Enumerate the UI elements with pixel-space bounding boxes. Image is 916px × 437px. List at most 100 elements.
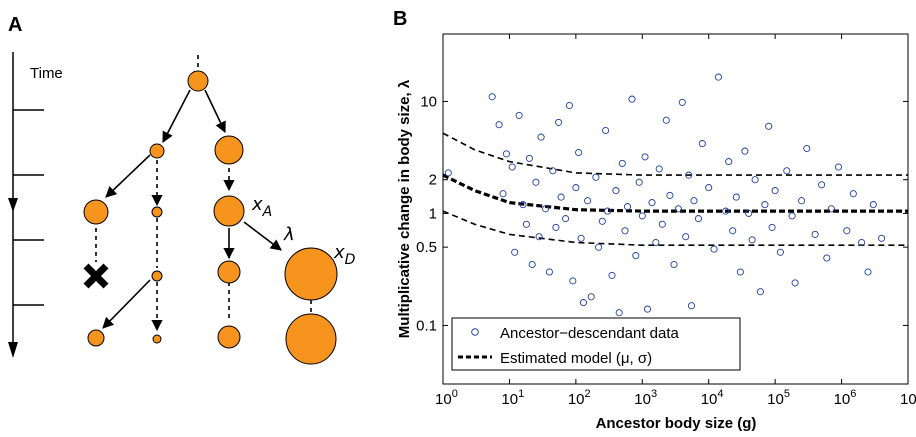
edge: [204, 89, 226, 134]
data-point: [818, 181, 826, 189]
data-point: [725, 158, 733, 166]
data-point: [532, 178, 540, 186]
data-point: [592, 173, 600, 181]
ancestor-node: [213, 195, 245, 227]
legend: Ancestor−descendant data Estimated model…: [451, 317, 741, 371]
model-line-upper: [442, 132, 908, 176]
tree-node: [83, 199, 109, 225]
data-point: [682, 233, 690, 241]
data-point: [869, 201, 877, 209]
data-point: [528, 260, 536, 269]
data-point: [579, 299, 587, 307]
root-node: [187, 70, 209, 92]
data-point: [604, 207, 612, 215]
data-point: [729, 227, 737, 235]
data-point: [765, 122, 773, 130]
data-point: [595, 243, 603, 251]
data-point: [648, 199, 656, 207]
data-point: [736, 268, 744, 276]
data-point: [685, 171, 693, 179]
time-arrow-end: [8, 342, 18, 358]
data-point: [771, 187, 779, 195]
data-point: [612, 187, 620, 195]
data-point: [621, 227, 629, 235]
data-point: [678, 98, 686, 106]
data-point: [858, 238, 866, 247]
time-label: Time: [30, 65, 63, 82]
x-tick-label: 103: [634, 388, 657, 408]
data-point: [827, 205, 835, 213]
x-tick-label: 102: [568, 388, 591, 408]
data-point: [557, 193, 565, 201]
data-point: [662, 116, 670, 124]
x-d-label: xD: [333, 242, 356, 268]
edge: [102, 279, 151, 329]
tree-node: [217, 325, 241, 349]
data-point: [575, 148, 583, 157]
x-tick-label: 107: [900, 388, 916, 408]
data-point: [511, 248, 519, 256]
data-point: [687, 302, 696, 310]
data-point: [741, 147, 749, 155]
model-line-lower: [442, 210, 908, 246]
data-point: [502, 150, 510, 158]
edge: [105, 154, 151, 198]
data-point: [670, 260, 678, 269]
x-tick-label: 100: [435, 388, 458, 408]
data-point: [618, 159, 626, 167]
data-point: [694, 215, 702, 223]
data-point: [658, 220, 666, 228]
data-point: [508, 163, 516, 171]
data-point: [598, 217, 606, 225]
data-point: [552, 223, 560, 231]
data-point: [690, 197, 698, 205]
data-point: [608, 271, 616, 279]
data-point: [776, 248, 784, 256]
edge: [162, 89, 191, 143]
data-point: [565, 101, 573, 110]
data-point: [745, 209, 753, 217]
data-point: [811, 230, 819, 238]
data-point: [444, 169, 452, 177]
data-point: [519, 201, 527, 209]
data-point: [499, 190, 507, 198]
data-point: [632, 252, 640, 260]
tree-node: [285, 313, 337, 365]
legend-entry-data: Ancestor−descendant data: [500, 325, 680, 342]
data-point: [577, 234, 585, 242]
data-point: [638, 212, 646, 220]
data-point: [864, 268, 872, 276]
tree-node: [217, 260, 241, 284]
phylogeny-diagram: xA λ xD: [8, 52, 356, 365]
data-point: [788, 212, 796, 220]
tree-node: [214, 135, 244, 165]
data-point: [878, 234, 886, 242]
data-point: [732, 193, 740, 201]
data-point: [756, 288, 764, 296]
time-arrow-mid: [8, 198, 18, 212]
data-point: [823, 254, 831, 262]
legend-entry-model: Estimated model (μ, σ): [500, 350, 652, 367]
data-point: [495, 121, 503, 129]
data-point: [525, 154, 533, 162]
data-point: [722, 207, 730, 215]
x-tick-label: 106: [834, 388, 857, 408]
data-point: [562, 215, 570, 223]
data-point: [761, 201, 769, 209]
data-point: [843, 227, 851, 235]
data-point: [791, 279, 799, 287]
data-point: [488, 93, 496, 101]
data-point: [783, 167, 791, 175]
data-point: [569, 277, 577, 285]
data-point: [572, 184, 580, 192]
data-point: [674, 205, 682, 213]
tree-node: [87, 329, 105, 347]
data-point: [655, 165, 663, 173]
model-line-mean: [442, 173, 908, 213]
legend-box: [451, 317, 741, 371]
tree-node: [151, 270, 163, 282]
data-point: [714, 73, 722, 81]
data-point: [584, 197, 592, 205]
data-point: [705, 184, 713, 192]
